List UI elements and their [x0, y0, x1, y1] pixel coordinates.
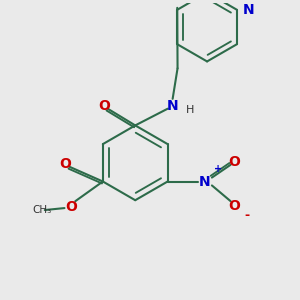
Text: CH₃: CH₃ — [32, 205, 52, 215]
Text: H: H — [186, 105, 194, 115]
Text: O: O — [59, 157, 71, 171]
Text: N: N — [167, 99, 178, 113]
Text: O: O — [65, 200, 77, 214]
Text: N: N — [243, 3, 254, 17]
Text: O: O — [229, 199, 241, 213]
Text: O: O — [229, 155, 241, 169]
Text: -: - — [245, 209, 250, 222]
Text: +: + — [214, 164, 222, 174]
Text: N: N — [199, 175, 211, 188]
Text: O: O — [98, 99, 110, 113]
